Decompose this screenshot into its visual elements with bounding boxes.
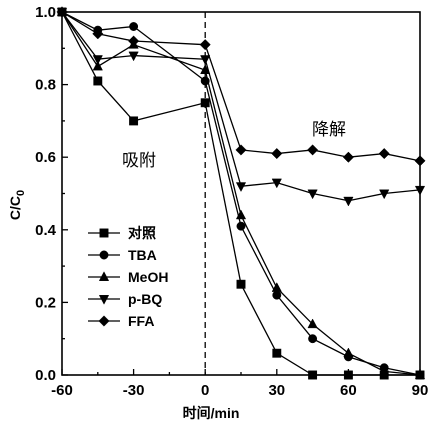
data-point [271, 282, 282, 292]
data-point [272, 348, 282, 358]
legend-marker [98, 271, 110, 281]
data-point [378, 148, 390, 160]
data-point [236, 221, 246, 231]
series-line [61, 11, 421, 162]
data-point [343, 370, 353, 380]
series-layer [56, 6, 426, 380]
x-tick-label: 0 [201, 382, 209, 399]
data-point [128, 51, 139, 62]
data-point [414, 155, 426, 167]
legend-marker [98, 315, 110, 327]
data-point [235, 209, 247, 220]
axes: -60 -30 0 30 60 90 0.0 0.2 0.4 0.6 0.8 1.0 [35, 4, 428, 399]
series-3 [56, 8, 426, 207]
x-tick-label: 30 [268, 382, 285, 399]
data-point [199, 39, 211, 51]
data-point [128, 35, 140, 47]
data-point [129, 22, 139, 31]
legend-label: 对照 [128, 225, 156, 241]
legend-item: TBA [88, 247, 157, 263]
x-axis-title: 时间/min [183, 405, 240, 421]
data-point [307, 318, 318, 329]
data-point [308, 370, 318, 380]
data-point [414, 185, 426, 196]
data-point [308, 334, 318, 344]
data-point [307, 189, 318, 200]
x-tick-label: 90 [412, 382, 429, 399]
series-4 [56, 6, 426, 167]
data-point [343, 347, 354, 358]
series-line [61, 11, 421, 376]
data-point [379, 189, 390, 200]
legend-marker [98, 295, 110, 305]
data-point [342, 151, 354, 163]
y-axis-title: C/C0 [7, 190, 27, 220]
data-point [271, 148, 283, 160]
svg-text:C/C0: C/C0 [7, 190, 27, 220]
data-point [129, 116, 139, 126]
y-axis-title-subscript: 0 [15, 190, 27, 196]
annotation-degradation: 降解 [312, 120, 346, 140]
data-point [92, 60, 103, 71]
legend: 对照 TBA MeOH p-BQ FFA [88, 225, 168, 329]
legend-marker [99, 228, 109, 238]
legend-item: FFA [88, 313, 154, 329]
data-point [379, 365, 390, 376]
data-point [56, 6, 68, 18]
y-tick-label: 0.8 [35, 77, 56, 94]
legend-marker [99, 250, 109, 260]
legend-label: MeOH [128, 269, 168, 285]
legend-label: p-BQ [128, 291, 162, 307]
legend-item: MeOH [88, 269, 168, 285]
series-1 [57, 7, 425, 380]
y-tick-label: 0.2 [35, 294, 56, 311]
series-line [61, 11, 420, 376]
series-2 [56, 6, 426, 379]
data-point [307, 144, 319, 156]
x-tick-label: -30 [123, 382, 145, 399]
x-tick-label: 60 [340, 382, 357, 399]
data-point [93, 76, 103, 86]
series-line [61, 11, 421, 202]
y-axis-title-main: C/C [7, 196, 23, 220]
y-tick-label: 0.0 [35, 367, 56, 384]
y-tick-label: 1.0 [35, 4, 56, 21]
annotation-adsorption: 吸附 [122, 151, 156, 171]
data-point [272, 290, 282, 300]
data-point [92, 55, 103, 65]
legend-item: 对照 [88, 225, 156, 241]
series-0 [57, 7, 425, 380]
data-point [200, 55, 211, 65]
data-point [414, 369, 426, 379]
data-point [236, 279, 246, 289]
y-tick-label: 0.6 [35, 149, 56, 166]
data-point [343, 196, 354, 207]
data-point [92, 28, 104, 40]
legend-label: FFA [128, 313, 154, 329]
data-point [235, 182, 247, 192]
data-point [271, 178, 282, 189]
legend-item: p-BQ [88, 291, 162, 307]
x-tick-label: -60 [51, 382, 73, 399]
y-tick-label: 0.4 [35, 222, 57, 239]
legend-label: TBA [128, 247, 157, 263]
data-point [200, 98, 210, 108]
data-point [235, 144, 247, 156]
